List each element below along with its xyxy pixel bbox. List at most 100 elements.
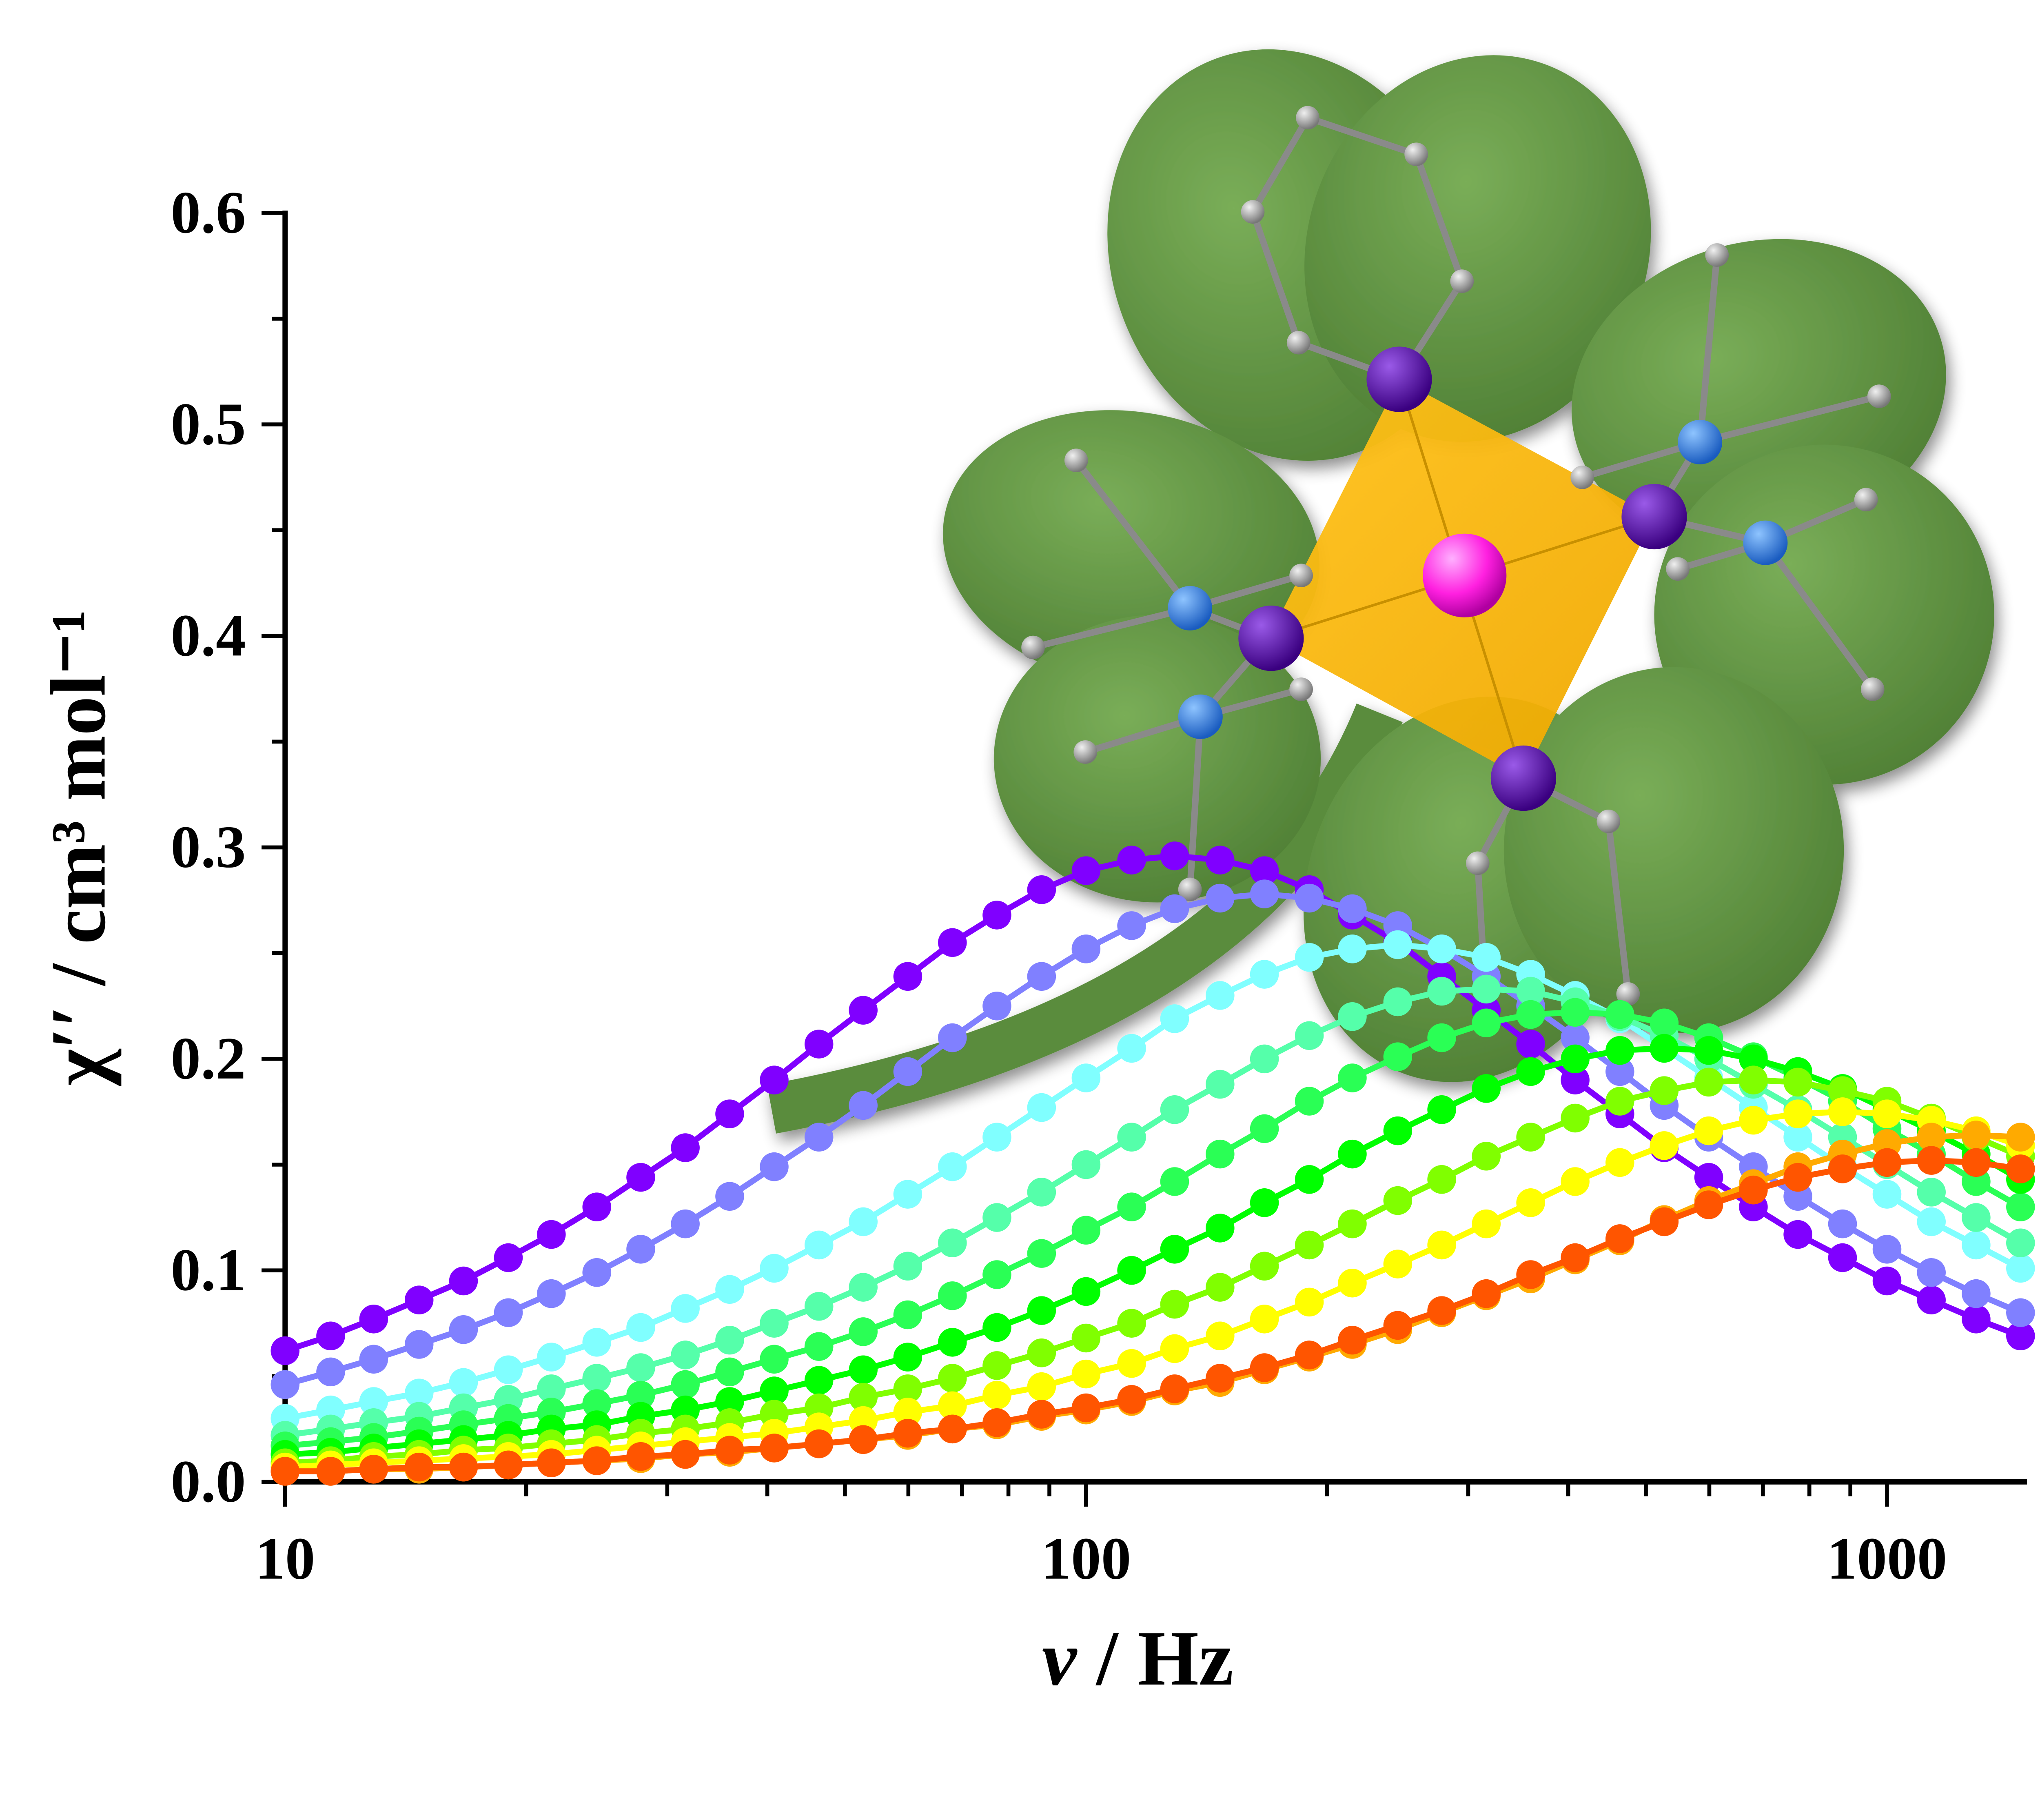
data-point: [1071, 1150, 1101, 1179]
data-point: [1694, 1036, 1723, 1065]
data-point: [1783, 1123, 1812, 1152]
data-point: [1605, 1036, 1634, 1065]
data-point: [404, 1452, 434, 1482]
data-point: [1027, 1093, 1056, 1122]
data-point: [982, 1313, 1011, 1342]
data-point: [1962, 1230, 1991, 1260]
data-point: [893, 1418, 922, 1448]
data-point: [804, 1123, 834, 1152]
data-point: [1917, 1258, 1946, 1287]
data-point: [359, 1455, 388, 1484]
carbon-atom: [1289, 564, 1313, 588]
carbon-atom: [1289, 677, 1313, 701]
data-point: [1071, 856, 1101, 885]
molecule-structure: [1021, 106, 1891, 1006]
data-point: [1739, 1175, 1768, 1205]
data-point: [1828, 1097, 1857, 1126]
data-point: [715, 1099, 744, 1128]
data-point: [1650, 1131, 1679, 1160]
data-point: [271, 1370, 299, 1399]
carbon-atom: [1860, 677, 1885, 701]
data-point: [1694, 1116, 1723, 1145]
x-axis-title: ν / Hz: [1042, 1615, 1234, 1702]
data-point: [1383, 1250, 1412, 1278]
data-point: [1650, 1034, 1679, 1063]
data-point: [893, 1300, 922, 1329]
data-point: [849, 1383, 878, 1412]
series-6: [271, 1034, 2035, 1469]
data-point: [1117, 911, 1146, 940]
data-point: [1160, 894, 1189, 923]
carbon-atom: [1073, 740, 1098, 764]
data-point: [1605, 1087, 1634, 1116]
data-point: [1962, 1203, 1991, 1232]
data-point: [982, 1408, 1011, 1437]
data-point: [1783, 1068, 1812, 1097]
data-point: [1427, 1296, 1456, 1325]
series-8: [271, 1097, 2035, 1482]
data-point: [715, 1275, 744, 1304]
carbon-atom: [1466, 851, 1490, 875]
x-tick-label: 1000: [1827, 1525, 1947, 1592]
data-point: [359, 1387, 388, 1416]
data-point: [1117, 846, 1146, 874]
data-point: [1739, 1044, 1768, 1074]
carbon-atom: [1666, 557, 1690, 581]
data-point: [1206, 1214, 1235, 1243]
y-tick-label: 0.4: [171, 602, 246, 668]
data-point: [316, 1357, 345, 1387]
data-point: [1472, 943, 1501, 972]
data-point: [1338, 894, 1367, 923]
data-point: [938, 1391, 967, 1420]
data-point: [1117, 1123, 1146, 1152]
data-point: [1605, 1000, 1634, 1029]
data-point: [316, 1321, 345, 1351]
data-point: [1694, 1163, 1723, 1192]
data-point: [715, 1357, 744, 1387]
data-point: [582, 1258, 611, 1287]
data-point: [582, 1446, 611, 1475]
data-point: [1427, 1230, 1456, 1260]
data-point: [449, 1368, 478, 1397]
data-point: [2006, 1254, 2035, 1283]
carbon-atom: [1570, 466, 1594, 489]
data-point: [2006, 1192, 2035, 1221]
data-point: [537, 1343, 566, 1372]
data-point: [1250, 879, 1279, 908]
central-metal-atom: [1423, 533, 1507, 617]
data-point: [1250, 1044, 1279, 1074]
data-point: [1338, 1325, 1367, 1355]
nitrogen-atoms: [1168, 419, 1788, 739]
data-point: [849, 1425, 878, 1454]
data-point: [1338, 1139, 1367, 1169]
data-point: [1383, 1116, 1412, 1145]
series-line: [285, 1077, 2022, 1466]
carbon-atom: [1597, 809, 1621, 833]
data-point: [494, 1355, 523, 1384]
data-point: [1071, 1359, 1101, 1389]
data-point: [1027, 1296, 1056, 1325]
data-point: [1783, 1220, 1812, 1249]
data-point: [1427, 934, 1456, 963]
data-point: [2006, 1321, 2035, 1351]
data-point: [671, 1440, 700, 1469]
data-point: [671, 1341, 700, 1369]
data-point: [1071, 1277, 1101, 1306]
data-point: [537, 1279, 566, 1308]
data-point: [404, 1330, 434, 1359]
data-point: [1561, 1167, 1590, 1196]
data-point: [1206, 1070, 1235, 1099]
series-7: [271, 1065, 2035, 1478]
data-point: [1027, 1178, 1056, 1207]
data-point: [1027, 962, 1056, 991]
data-point: [1872, 1266, 1902, 1296]
data-series: [271, 841, 2035, 1486]
x-tick-label: 100: [1041, 1525, 1131, 1592]
carbon-atom: [1854, 488, 1878, 512]
data-point: [1160, 1095, 1189, 1124]
data-point: [671, 1133, 700, 1162]
data-point: [1561, 1243, 1590, 1272]
data-point: [494, 1298, 523, 1327]
series-line: [284, 986, 2022, 1438]
y-tick-label: 0.3: [171, 814, 246, 880]
